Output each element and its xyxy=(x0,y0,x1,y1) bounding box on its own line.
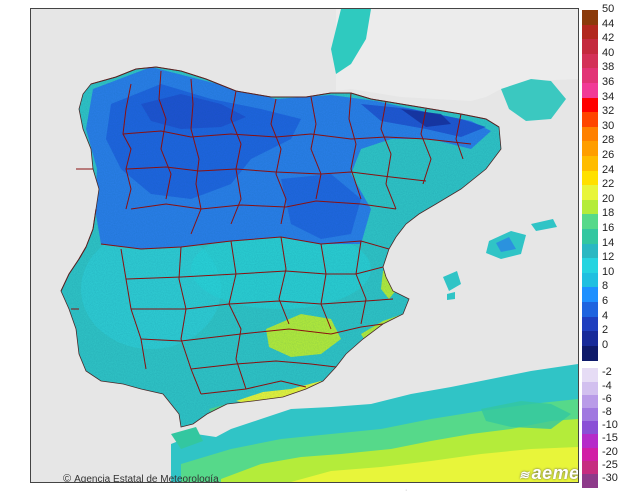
legend-swatch xyxy=(582,156,598,172)
france-coast-fill-east xyxy=(501,79,566,121)
brand-text: aemet xyxy=(531,463,579,483)
legend-label-negative: -10 xyxy=(602,419,618,432)
credit-label: © Agencia Estatal de Meteorología xyxy=(63,473,219,483)
aemet-icon: ≋ xyxy=(519,468,530,482)
legend-swatch-negative xyxy=(582,421,598,435)
legend-label: 26 xyxy=(602,149,615,161)
balearic-islands xyxy=(443,219,557,300)
legend-swatch xyxy=(582,229,598,245)
legend-swatch xyxy=(582,199,598,215)
copyright-icon: © xyxy=(63,473,72,483)
legend-label: 22 xyxy=(602,178,615,191)
north-africa xyxy=(171,364,578,482)
legend-swatch xyxy=(582,24,598,40)
legend-swatch xyxy=(582,287,598,303)
legend-label: 14 xyxy=(602,236,615,249)
legend-label: 38 xyxy=(602,61,615,74)
legend-label: 34 xyxy=(602,90,615,103)
legend-swatch xyxy=(582,316,598,332)
legend-label: 10 xyxy=(602,265,615,278)
legend-label: 4 xyxy=(602,309,609,322)
legend-swatch xyxy=(582,170,598,186)
legend-swatch xyxy=(582,272,598,288)
legend-label: 24 xyxy=(602,163,615,176)
brand-logo: ≋aemet xyxy=(519,463,579,483)
temperature-legend: 50 44 42 40 38 36 34 32 30 28 26 24 22 20 18 16 14 12 10 8 6… xyxy=(582,4,628,490)
legend-label-negative: -8 xyxy=(602,406,612,418)
legend-swatch-negative xyxy=(582,434,598,449)
legend-swatch xyxy=(582,97,598,113)
legend-label: 40 xyxy=(602,46,615,59)
legend-label: 50 xyxy=(602,3,615,15)
legend-label: 0 xyxy=(602,338,609,351)
legend-swatch xyxy=(582,214,598,230)
legend-label: 30 xyxy=(602,119,615,132)
legend-swatch xyxy=(582,185,598,201)
legend-swatch xyxy=(582,302,598,318)
legend-label: 44 xyxy=(602,17,615,30)
legend-swatch xyxy=(582,83,598,99)
legend-label: 8 xyxy=(602,280,609,293)
legend-label: 42 xyxy=(602,32,615,45)
legend-label-negative: -30 xyxy=(602,472,618,484)
legend-swatch xyxy=(582,53,598,69)
legend-label-negative: -6 xyxy=(602,392,612,405)
legend-label: 36 xyxy=(602,76,615,88)
credit-text: Agencia Estatal de Meteorología xyxy=(74,473,219,483)
legend-swatch xyxy=(582,68,598,84)
map-canvas xyxy=(31,9,578,482)
legend-label: 6 xyxy=(602,295,609,307)
legend-swatch-negative xyxy=(582,368,598,383)
legend-label: 12 xyxy=(602,251,615,264)
legend-swatch xyxy=(582,243,598,259)
legend-swatch-negative xyxy=(582,447,598,462)
legend-label: 18 xyxy=(602,207,615,220)
legend-swatch xyxy=(582,39,598,55)
legend-swatch xyxy=(582,10,598,26)
legend-label-negative: -25 xyxy=(602,458,618,471)
bottom-mark: · xyxy=(405,487,408,494)
legend-label: 16 xyxy=(602,222,615,234)
temperature-map: © Agencia Estatal de Meteorología ≋aemet xyxy=(30,8,579,483)
coastline xyxy=(60,66,502,428)
legend-label: 28 xyxy=(602,134,615,147)
legend-swatch-negative xyxy=(582,408,598,422)
legend-swatch xyxy=(582,112,598,128)
legend-swatch xyxy=(582,141,598,157)
france-coast-fill xyxy=(331,9,371,74)
legend-label-negative: -15 xyxy=(602,432,618,445)
legend-swatch xyxy=(582,126,598,142)
legend-swatch-negative xyxy=(582,381,598,396)
legend-label-negative: -20 xyxy=(602,445,618,458)
legend-swatch xyxy=(582,258,598,274)
france-region xyxy=(336,9,578,101)
legend-swatch-negative xyxy=(582,460,598,475)
legend-label-negative: -4 xyxy=(602,379,612,392)
legend-swatch xyxy=(582,331,598,347)
legend-swatch-negative xyxy=(582,394,598,409)
legend-label: 20 xyxy=(602,192,615,205)
legend-label: 2 xyxy=(602,324,609,337)
legend-label-negative: -2 xyxy=(602,366,612,379)
legend-swatch xyxy=(582,345,598,361)
legend-swatch-negative xyxy=(582,474,598,488)
legend-label: 32 xyxy=(602,105,615,118)
